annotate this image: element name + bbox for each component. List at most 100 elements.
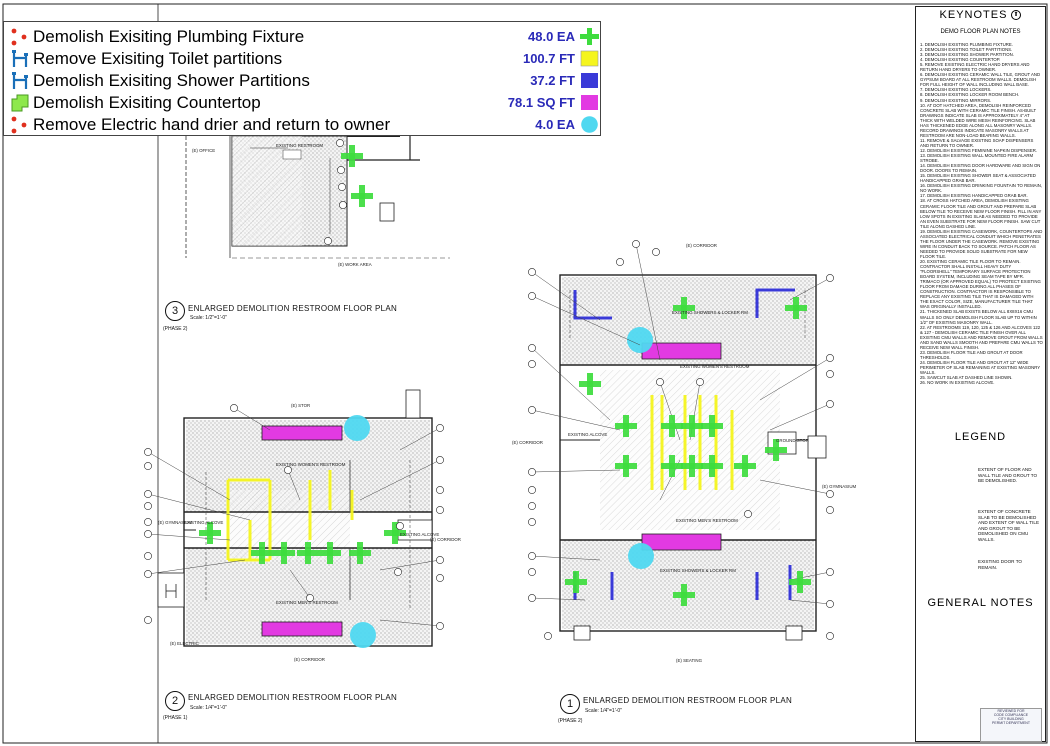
legend-item-text: Extent of floor and wall tile and grout …	[978, 467, 1038, 484]
legend-row-plumbing-fixture[interactable]: Demolish Exisiting Plumbing Fixture 48.0…	[4, 26, 602, 47]
room-label: (E) CORRIDOR	[294, 657, 325, 662]
keynote-item: 12. Demolish existing feminine napkin di…	[920, 147, 1037, 153]
room-label: (E) CORRIDOR	[512, 440, 543, 445]
keynote-item: 17. Demolish existing handicapped grab b…	[920, 193, 1028, 199]
legend-item-text: Existing door to remain.	[978, 559, 1022, 570]
keynote-item: 8. Demolish existing locker room bench.	[920, 92, 1020, 98]
room-label: (E) ELECTRIC	[170, 641, 199, 646]
keynote-item: 24. Demolish floor tile and grout at 12"…	[920, 359, 1041, 376]
keynotes-panel: KEYNOTES ⬆ DEMO FLOOR PLAN NOTES 1. Demo…	[915, 6, 1046, 742]
plan-2-scale: Scale: 1/4"=1'-0"	[190, 705, 227, 711]
room-label: (E) CORRIDOR	[430, 537, 461, 542]
keynotes-subtitle: DEMO FLOOR PLAN NOTES	[940, 29, 1021, 35]
legend-label: Demolish Exisiting Countertop	[33, 93, 261, 112]
stamp-line: CITY BUILDING	[998, 717, 1024, 721]
keynotes-list: 1. Demolish existing plumbing fixture. 2…	[920, 42, 1043, 385]
room-label: EXISTING ALCOVE	[400, 532, 440, 537]
plan-1-number: 1	[560, 694, 580, 714]
blue-square-marker-icon	[581, 73, 598, 88]
plan-1-drawing	[528, 240, 834, 641]
keynote-item: 5. Remove existing electric hand dryers …	[920, 62, 1030, 73]
magenta-square-marker-icon	[581, 95, 598, 110]
keynote-item: 23. Demolish floor tile and grout at doo…	[920, 349, 1023, 360]
room-label: (E) CORRIDOR	[686, 243, 717, 248]
plan-3-number: 3	[165, 301, 185, 321]
north-arrow-icon: ⬆	[1011, 10, 1022, 21]
room-label: EXISTING ALCOVE	[184, 520, 224, 525]
approval-stamp: REVIEWED FOR CODE COMPLIANCE CITY BUILDI…	[980, 708, 1042, 742]
legend-title: LEGEND	[954, 431, 1007, 443]
room-label: EXISTING RESTROOM	[276, 143, 324, 148]
plan-1-scale: Scale: 1/4"=1'-0"	[585, 708, 622, 714]
room-label: EXISTING WOMEN'S RESTROOM	[680, 364, 750, 369]
plan-3-title: ENLARGED DEMOLITION RESTROOM FLOOR PLAN	[188, 304, 398, 313]
cyan-circle-marker-icon	[581, 116, 598, 133]
legend-row-shower-partitions[interactable]: Demolish Exisiting Shower Partitions 37.…	[4, 70, 602, 91]
keynote-item: 2. Demolish existing toilet partitions.	[920, 47, 1013, 53]
keynote-item: 10. At dot hatched area, demolish reinfo…	[920, 102, 1037, 138]
red-dot-measure-icon	[11, 116, 27, 134]
legend-quantity: 78.1 SQ FT	[507, 95, 575, 110]
red-dot-measure-icon	[11, 28, 27, 46]
room-label: (E) GYMNASIUM	[822, 484, 857, 489]
room-label: (E) STOR	[291, 403, 311, 408]
keynote-item: 15. Demolish existing shower seat & asso…	[920, 173, 1036, 184]
plan-1-title: ENLARGED DEMOLITION RESTROOM FLOOR PLAN	[583, 696, 793, 705]
room-label: EXISTING MEN'S RESTROOM	[276, 600, 338, 605]
plan-3-drawing	[185, 130, 450, 259]
keynote-item: 26. No work in existing alcove.	[920, 380, 995, 386]
keynotes-title: KEYNOTES ⬆	[939, 9, 1022, 21]
plan-2-drawing	[144, 389, 444, 648]
green-cross-marker-icon	[580, 28, 599, 45]
room-label: EXISTING MEN'S RESTROOM	[676, 518, 738, 523]
stamp-line: CODE COMPLIANCE	[993, 713, 1029, 717]
room-label: (E) WORK AREA	[338, 262, 372, 267]
keynote-item: 9. Demolish existing mirrors.	[920, 97, 992, 103]
legend-row-hand-drier[interactable]: Remove Electric hand drier and return to…	[4, 114, 602, 135]
legend-quantity: 37.2 FT	[530, 73, 575, 88]
room-label: EXISTING ALCOVE	[568, 432, 608, 437]
keynote-item: 20. Existing ceramic tile floor to remai…	[920, 259, 1041, 310]
room-label: EXISTING SHOWERS & LOCKER RM	[660, 568, 736, 573]
stamp-line: PERMIT DEPARTMENT	[992, 721, 1030, 725]
legend-quantity: 48.0 EA	[528, 29, 575, 44]
room-label: (E) GYMNASIUM	[158, 520, 193, 525]
legend-label: Demolish Exisiting Plumbing Fixture	[33, 27, 305, 46]
room-label: EXISTING WOMEN'S RESTROOM	[276, 462, 346, 467]
plan-2-title: ENLARGED DEMOLITION RESTROOM FLOOR PLAN	[188, 693, 398, 702]
takeoff-legend: Demolish Exisiting Plumbing Fixture 48.0…	[3, 21, 601, 136]
keynote-item: 16. Demolish existing drinking fountain …	[920, 183, 1043, 194]
yellow-square-marker-icon	[580, 50, 599, 67]
keynote-item: 25. Sawcut slab at dashed line shown.	[920, 375, 1013, 381]
room-label: GROUND STOR	[776, 438, 809, 443]
keynote-item: 19. Demolish existing casework, countert…	[920, 228, 1043, 259]
keynote-item: 18. At cross hatched area, demolish exis…	[920, 198, 1042, 229]
keynote-item: 14. Demolish existing door hardware and …	[920, 163, 1041, 174]
room-label: EXISTING SHOWERS & LOCKER RM	[672, 310, 748, 315]
keynote-item: 11. Remove & salvage existing soap dispe…	[920, 137, 1034, 148]
legend-label: Remove Electric hand drier and return to…	[33, 115, 391, 134]
keynote-item: 13. Demolish existing wall mounted fire …	[920, 153, 1034, 164]
legend-row-toilet-partitions[interactable]: Remove Exisiting Toilet partitions 100.7…	[4, 48, 602, 69]
keynote-item: 1. Demolish existing plumbing fixture.	[920, 42, 1013, 47]
general-notes-title: GENERAL NOTES	[927, 597, 1034, 609]
blue-bracket-icon	[12, 50, 28, 67]
plan-2-number: 2	[165, 691, 185, 711]
legend-quantity: 100.7 FT	[522, 51, 575, 66]
keynote-item: 3. Demolish existing shower partition.	[920, 52, 1014, 58]
legend-row-countertop[interactable]: Demolish Exisiting Countertop 78.1 SQ FT	[4, 92, 602, 113]
plan-3-phase: (PHASE 2)	[163, 326, 188, 332]
keynote-item: 6. Demolish existing ceramic wall tile, …	[920, 72, 1041, 88]
legend-item-text: Extent of concrete slab to be demolished…	[978, 509, 1040, 542]
stamp-line: REVIEWED FOR	[997, 709, 1025, 713]
keynote-item: 7. Demolish existing lockers.	[920, 87, 992, 93]
green-area-icon	[11, 94, 29, 112]
keynote-item: 21. Thickened slab exists below all 8x8x…	[920, 309, 1037, 325]
legend-label: Demolish Exisiting Shower Partitions	[33, 71, 310, 90]
legend-quantity: 4.0 EA	[535, 117, 575, 132]
keynote-item: 22. At restrooms 119, 120, 125 & 126 and…	[920, 324, 1043, 350]
room-label: (E) SEATING	[676, 658, 703, 663]
plan-1-phase: (PHASE 2)	[558, 718, 583, 724]
plan-2-phase: (PHASE 1)	[163, 715, 188, 721]
